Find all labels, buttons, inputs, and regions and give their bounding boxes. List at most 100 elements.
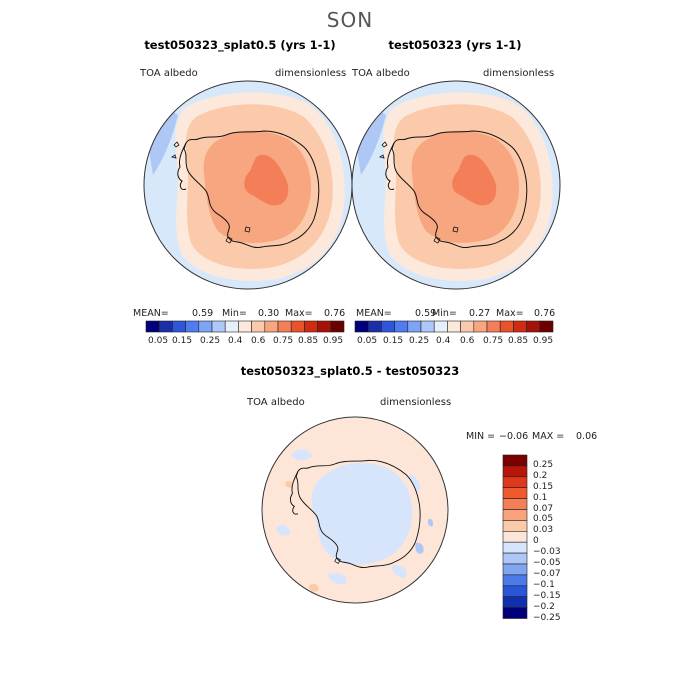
diff-colorbar-tick: −0.2 [533, 601, 555, 612]
diff-colorbar-tick: −0.25 [533, 612, 561, 623]
panel2-max-label: Max= [496, 308, 524, 319]
colorbar-swatch [238, 320, 252, 333]
cb1-tick: 0.6 [251, 336, 266, 346]
diff-colorbar-tick: 0 [533, 536, 539, 547]
diff-colorbar-tick: −0.03 [533, 547, 561, 558]
colorbar-swatch [172, 320, 186, 333]
colorbar-swatch [211, 320, 226, 333]
panel1-min-label: Min= [222, 308, 247, 319]
panel1-mean: 0.59 [192, 308, 214, 319]
panel1-colorbar [145, 320, 345, 333]
diff-colorbar-tick: −0.1 [533, 579, 555, 590]
colorbar-swatch [264, 320, 279, 333]
cb1-tick: 0.05 [148, 336, 169, 346]
colorbar-swatch [502, 596, 528, 608]
colorbar-swatch [290, 320, 305, 333]
panel1-mean-label: MEAN= [133, 308, 169, 319]
panel2-mean-label: MEAN= [356, 308, 392, 319]
diff-colorbar-tick: 0.03 [533, 525, 554, 536]
colorbar-swatch [420, 320, 435, 333]
panel2-mean: 0.59 [415, 308, 437, 319]
cb2-tick: 0.85 [508, 336, 529, 346]
diff-max-label: MAX = [532, 431, 565, 442]
cb1-tick: 0.4 [228, 336, 243, 346]
colorbar-swatch [158, 320, 173, 333]
colorbar-swatch [277, 320, 292, 333]
panel2-map-border [351, 80, 561, 290]
colorbar-swatch [502, 509, 528, 521]
diff-map [262, 417, 448, 603]
panel2-map [352, 81, 560, 289]
diff-colorbar [502, 454, 528, 619]
panel1-max-label: Max= [285, 308, 313, 319]
diff-title: test050323_splat0.5 - test050323 [240, 364, 460, 378]
colorbar-swatch [502, 574, 528, 587]
diff-colorbar-tick: 0.1 [533, 492, 548, 503]
colorbar-swatch [499, 320, 514, 333]
colorbar-swatch [304, 320, 318, 333]
cb2-tick: 0.6 [460, 336, 475, 346]
colorbar-swatch [502, 487, 528, 499]
panel1-var-label: TOA albedo [140, 68, 198, 79]
panel1-units: dimensionless [275, 68, 347, 79]
colorbar-swatch [198, 320, 213, 333]
cb1-tick: 0.15 [172, 336, 193, 346]
colorbar-swatch [486, 320, 501, 333]
colorbar-swatch [473, 320, 488, 333]
colorbar-swatch [502, 465, 528, 478]
diff-var-label: TOA albedo [247, 397, 305, 408]
colorbar-swatch [502, 520, 528, 532]
colorbar-swatch [502, 607, 528, 619]
colorbar-swatch [251, 320, 266, 333]
cb2-tick: 0.75 [483, 336, 504, 346]
colorbar-swatch [502, 476, 528, 488]
diff-colorbar-tick: 0.05 [533, 514, 554, 525]
colorbar-swatch [354, 320, 369, 333]
colorbar-swatch [539, 320, 554, 333]
diff-colorbar-tick: −0.07 [533, 568, 561, 579]
panel1-min: 0.30 [258, 308, 280, 319]
colorbar-swatch [502, 454, 528, 467]
colorbar-swatch [502, 563, 528, 576]
panel1-map [144, 81, 352, 289]
colorbar-swatch [502, 498, 528, 510]
colorbar-swatch [145, 320, 160, 333]
colorbar-swatch [330, 320, 345, 333]
colorbar-swatch [433, 320, 448, 333]
diff-colorbar-tick: 0.15 [533, 481, 554, 492]
diff-min: −0.06 [499, 431, 529, 442]
cb2-tick: 0.15 [383, 336, 404, 346]
panel2-colorbar [354, 320, 554, 333]
diff-colorbar-tick: −0.15 [533, 590, 561, 601]
diff-colorbar-tick: 0.2 [533, 470, 548, 481]
cb2-tick: 0.95 [533, 336, 554, 346]
colorbar-swatch [502, 530, 528, 543]
panel1-title: test050323_splat0.5 (yrs 1-1) [144, 38, 336, 52]
colorbar-swatch [460, 320, 475, 333]
diff-colorbar-tick: −0.05 [533, 558, 561, 568]
panel2-max: 0.76 [534, 308, 556, 319]
diff-colorbar-tick: 0.25 [533, 459, 554, 470]
colorbar-swatch [447, 320, 461, 333]
cb1-tick: 0.75 [273, 336, 294, 346]
panel2-title: test050323 (yrs 1-1) [388, 38, 522, 52]
season-title: SON [326, 8, 374, 32]
colorbar-swatch [502, 585, 528, 597]
colorbar-swatch [513, 320, 527, 333]
colorbar-swatch [185, 320, 200, 333]
colorbar-swatch [367, 320, 382, 333]
cb2-tick: 0.25 [409, 336, 430, 346]
panel2-min-label: Min= [432, 308, 457, 319]
diff-map-border [261, 416, 449, 604]
panel2-min: 0.27 [469, 308, 491, 319]
panel2-var-label: TOA albedo [352, 68, 410, 79]
colorbar-swatch [394, 320, 409, 333]
cb2-tick: 0.05 [357, 336, 378, 346]
cb2-tick: 0.4 [436, 336, 451, 346]
panel1-max: 0.76 [324, 308, 346, 319]
colorbar-swatch [407, 320, 422, 333]
colorbar-swatch [502, 552, 528, 565]
colorbar-swatch [502, 541, 528, 554]
colorbar-swatch [317, 320, 332, 333]
